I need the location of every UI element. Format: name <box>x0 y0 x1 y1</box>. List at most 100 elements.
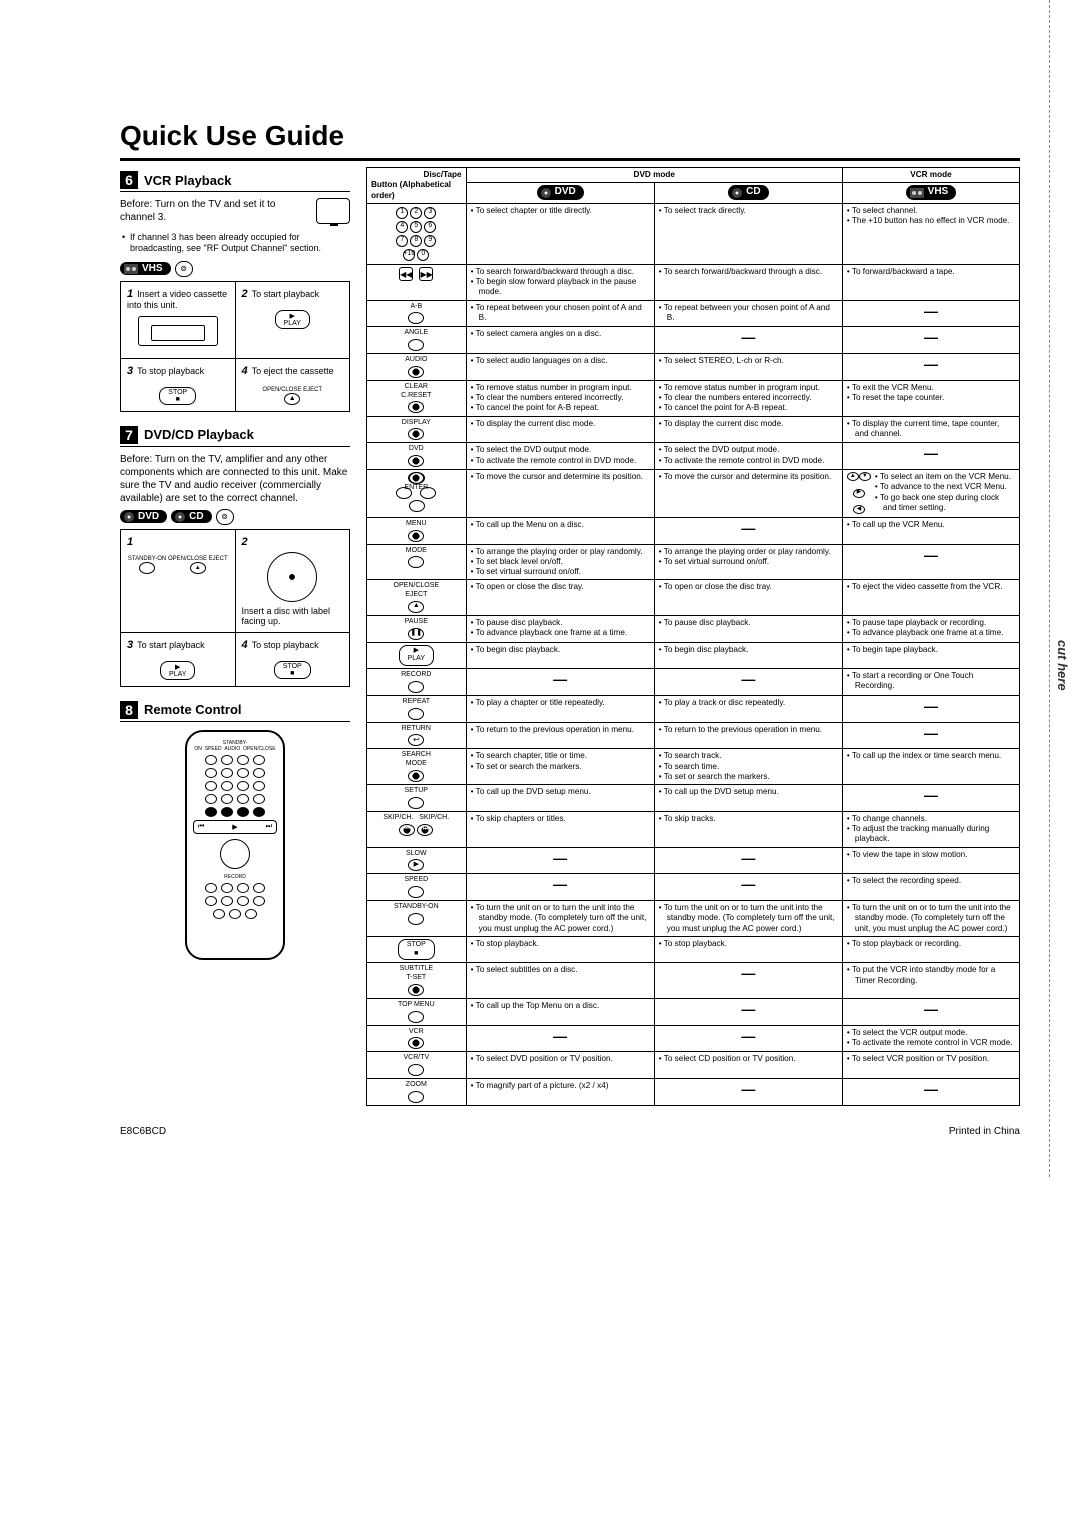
vcr-cell: ▲▼▶◀To select an item on the VCR Menu.To… <box>842 470 1019 518</box>
cd-cell: — <box>654 669 842 696</box>
cd-cell: To repeat between your chosen point of A… <box>654 300 842 327</box>
table-row: TOP MENUTo call up the Top Menu on a dis… <box>367 998 1020 1025</box>
dvd-cell: To play a chapter or title repeatedly. <box>466 695 654 722</box>
button-cell: RETURN↩ <box>367 722 467 749</box>
cassette-icon <box>138 316 218 346</box>
dvd-cell: To select subtitles on a disc. <box>466 963 654 999</box>
table-row: SETUPTo call up the DVD setup menu.To ca… <box>367 785 1020 812</box>
page-title: Quick Use Guide <box>120 120 1020 152</box>
table-row: DISPLAYTo display the current disc mode.… <box>367 416 1020 443</box>
eject-button-icon: ▲ <box>284 393 300 405</box>
button-cell: PAUSE❚❚ <box>367 615 467 642</box>
dvd-steps: 1 STANDBY-ON OPEN/CLOSE EJECT▲ 2 Insert … <box>120 529 350 687</box>
button-cell: RECORD <box>367 669 467 696</box>
button-cell: DISPLAY <box>367 416 467 443</box>
section-6-title: VCR Playback <box>144 173 231 188</box>
cd-cell: To arrange the playing order or play ran… <box>654 544 842 580</box>
button-cell: STANDBY-ON <box>367 901 467 937</box>
cd-cell: — <box>654 963 842 999</box>
table-row: STANDBY-ON To turn the unit on or to turn… <box>367 901 1020 937</box>
section-6-head: 6 VCR Playback <box>120 171 350 189</box>
disc-icon <box>267 552 317 602</box>
tv-icon <box>316 198 350 224</box>
vcr-cell: — <box>842 300 1019 327</box>
dvd-step-2-text: Insert a disc with label facing up. <box>242 606 344 626</box>
vcr-step-2: 2To start playback ▶PLAY <box>235 282 350 358</box>
section-7-before: Before: Turn on the TV, amplifier and an… <box>120 453 350 505</box>
dvd-mode-icon: ⊚ <box>216 509 234 525</box>
button-cell: OPEN/CLOSEEJECT▲ <box>367 580 467 616</box>
button-cell: STOP■ <box>367 936 467 963</box>
vcr-cell: To eject the video cassette from the VCR… <box>842 580 1019 616</box>
dvd-cell: To call up the DVD setup menu. <box>466 785 654 812</box>
table-row: MENUTo call up the Menu on a disc.—To ca… <box>367 517 1020 544</box>
dvd-cell: To return to the previous operation in m… <box>466 722 654 749</box>
cd-cell: — <box>654 874 842 901</box>
table-row: 123456789+100To select chapter or title … <box>367 203 1020 264</box>
vcr-step-1-text: Insert a video cassette into this unit. <box>127 289 227 310</box>
cd-cell: To turn the unit on or to turn the unit … <box>654 901 842 937</box>
cd-cell: To call up the DVD setup menu. <box>654 785 842 812</box>
dvd-cell: To repeat between your chosen point of A… <box>466 300 654 327</box>
button-cell: ▶PLAY <box>367 642 467 669</box>
vcr-cell: To select VCR position or TV position. <box>842 1052 1019 1079</box>
vcr-cell: — <box>842 722 1019 749</box>
section-6-note: If channel 3 has been already occupied f… <box>120 232 350 255</box>
remote-control-diagram: STANDBY-ON SPEED AUDIO OPEN/CLOSE ⏮▶⏭ RE… <box>185 730 285 960</box>
vcr-cell: To turn the unit on or to turn the unit … <box>842 901 1019 937</box>
section-8-rule <box>120 721 350 722</box>
vcr-cell: To display the current time, tape counte… <box>842 416 1019 443</box>
button-cell: MENU <box>367 517 467 544</box>
section-8-head: 8 Remote Control <box>120 701 350 719</box>
dvd-cell: To select audio languages on a disc. <box>466 354 654 381</box>
table-row: PAUSE❚❚To pause disc playback.To advance… <box>367 615 1020 642</box>
cd-cell: To play a track or disc repeatedly. <box>654 695 842 722</box>
th-button: Disc/Tape Button (Alphabetical order) <box>367 168 467 204</box>
button-cell: SUBTITLET-SET <box>367 963 467 999</box>
dvd-cell: To search forward/backward through a dis… <box>466 264 654 300</box>
table-row: REPEATTo play a chapter or title repeate… <box>367 695 1020 722</box>
cut-line <box>1049 0 1050 1177</box>
cd-cell: — <box>654 327 842 354</box>
cd-cell: To pause disc playback. <box>654 615 842 642</box>
vcr-step-4-text: To eject the cassette <box>252 366 334 376</box>
section-6-rule <box>120 191 350 192</box>
cd-badge: CD <box>171 510 211 523</box>
dvd-cell: To select the DVD output mode.To activat… <box>466 443 654 470</box>
dvd-cell: To skip chapters or titles. <box>466 811 654 847</box>
cd-cell: To return to the previous operation in m… <box>654 722 842 749</box>
right-column: Disc/Tape Button (Alphabetical order) DV… <box>366 167 1020 1106</box>
vcr-cell: To start a recording or One Touch Record… <box>842 669 1019 696</box>
button-cell: VCR <box>367 1025 467 1052</box>
table-row: SKIP/CH. SKIP/CH.⏮ ⏭To skip chapters or … <box>367 811 1020 847</box>
vcr-cell: — <box>842 785 1019 812</box>
dvd-step-3-text: To start playback <box>137 640 205 650</box>
vcr-cell: To select the recording speed. <box>842 874 1019 901</box>
vcr-cell: — <box>842 354 1019 381</box>
table-row: ZOOMTo magnify part of a picture. (x2 / … <box>367 1079 1020 1106</box>
cd-cell: To stop playback. <box>654 936 842 963</box>
section-7-head: 7 DVD/CD Playback <box>120 426 350 444</box>
cd-cell: — <box>654 1025 842 1052</box>
dvd-cell: To begin disc playback. <box>466 642 654 669</box>
cd-cell: To search track.To search time.To set or… <box>654 749 842 785</box>
play-button-icon: ▶PLAY <box>275 310 310 329</box>
cd-cell: — <box>654 517 842 544</box>
dvd-cell: To select camera angles on a disc. <box>466 327 654 354</box>
button-cell: DVD <box>367 443 467 470</box>
vcr-cell: To forward/backward a tape. <box>842 264 1019 300</box>
vcr-cell: — <box>842 695 1019 722</box>
vcr-cell: To select the VCR output mode.To activat… <box>842 1025 1019 1052</box>
stop-button-icon: STOP■ <box>159 387 196 405</box>
cd-cell: To select CD position or TV position. <box>654 1052 842 1079</box>
vcr-step-2-text: To start playback <box>252 289 320 299</box>
dvd-cell: — <box>466 874 654 901</box>
vcr-step-1: 1Insert a video cassette into this unit. <box>121 282 235 358</box>
footer-origin: Printed in China <box>949 1126 1020 1137</box>
eject-label: OPEN/CLOSE EJECT <box>242 387 344 393</box>
cd-cell: To select the DVD output mode.To activat… <box>654 443 842 470</box>
table-row: MODETo arrange the playing order or play… <box>367 544 1020 580</box>
th-vhs: VHS <box>842 183 1019 204</box>
dvd-cell: — <box>466 847 654 874</box>
dvd-cell: To remove status number in program input… <box>466 380 654 416</box>
